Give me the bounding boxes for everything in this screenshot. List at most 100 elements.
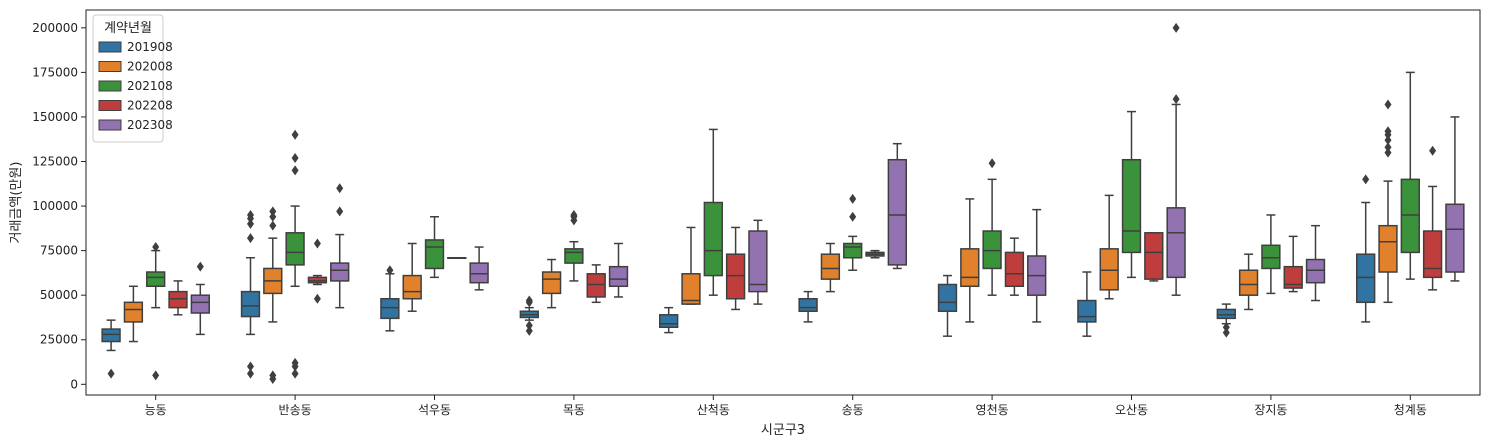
box-201908-영천동 — [937, 274, 958, 337]
box-202208-능동 — [168, 280, 188, 316]
legend: 계약년월 201908 202008 202108 202208 202308 — [92, 14, 173, 143]
legend-label: 202108 — [127, 79, 173, 93]
box-body — [1004, 251, 1025, 288]
box-body — [1283, 265, 1303, 289]
legend-label: 202208 — [127, 99, 173, 113]
box-body — [703, 201, 723, 277]
box-202208-장지동 — [1283, 235, 1303, 293]
x-tick-label: 장지동 — [1254, 403, 1287, 417]
legend-item: 202108 — [98, 79, 173, 93]
box-body — [960, 248, 980, 288]
outlier-point — [849, 211, 857, 222]
box-body — [123, 301, 144, 323]
legend-swatch — [98, 119, 122, 131]
box-body — [330, 262, 350, 282]
outlier-point — [336, 183, 344, 194]
box-202008-영천동 — [960, 198, 980, 323]
outlier-point — [291, 129, 299, 140]
outlier-point — [1384, 135, 1392, 146]
box-202008-목동 — [541, 258, 562, 309]
outlier-point — [107, 368, 115, 379]
box-202108-영천동 — [982, 158, 1002, 296]
x-tick-label: 능동 — [145, 403, 167, 417]
legend-swatch — [98, 80, 122, 92]
y-axis-label: 거래금액(만원) — [9, 162, 24, 244]
box-202008-장지동 — [1238, 253, 1259, 311]
outlier-point — [849, 193, 857, 204]
box-body — [1261, 244, 1281, 270]
outlier-point — [386, 265, 394, 276]
box-202108-송동 — [843, 193, 863, 271]
box-body — [146, 271, 166, 288]
box-body — [1378, 224, 1398, 273]
box-body — [1099, 248, 1119, 291]
legend-swatch — [98, 41, 122, 53]
legend-item: 202008 — [98, 60, 173, 74]
legend-title: 계약년월 — [104, 21, 152, 36]
plot-frame — [85, 9, 1481, 396]
box-body — [1144, 232, 1164, 280]
box-202208-산척동 — [725, 226, 746, 311]
box-202308-영천동 — [1027, 208, 1047, 323]
box-body — [240, 290, 261, 318]
y-tick-layer: 0 25000 50000 75000 100000 125000 150000 175000… — [32, 21, 86, 391]
box-body — [424, 239, 445, 270]
box-body — [586, 273, 606, 298]
box-202008-산척동 — [681, 226, 701, 305]
outlier-point — [246, 218, 254, 229]
outlier-point — [291, 361, 299, 372]
y-tick-label: 75000 — [40, 244, 78, 258]
box-201908-능동 — [101, 319, 121, 379]
y-tick-label: 50000 — [40, 288, 78, 302]
y-tick-label: 100000 — [32, 199, 78, 213]
box-body — [1077, 299, 1097, 323]
legend-label: 202308 — [127, 118, 173, 132]
legend-item: 202308 — [98, 118, 173, 132]
box-body — [1400, 178, 1420, 254]
box-202208-석우동 — [447, 257, 467, 260]
box-202008-석우동 — [402, 242, 422, 312]
outlier-point — [246, 209, 254, 220]
box-202008-송동 — [820, 242, 841, 293]
box-body — [469, 262, 489, 284]
x-tick-label: 반송동 — [279, 403, 312, 417]
x-axis-label: 시군구3 — [761, 423, 805, 438]
box-body — [101, 328, 121, 343]
x-tick-label: 석우동 — [418, 403, 451, 417]
box-201908-목동 — [519, 295, 539, 336]
outlier-point — [1384, 142, 1392, 153]
box-201908-청계동 — [1356, 174, 1376, 323]
box-202108-산척동 — [703, 128, 723, 296]
box-body — [887, 158, 907, 266]
x-tick-label: 청계동 — [1394, 403, 1427, 417]
box-202308-석우동 — [469, 246, 489, 291]
box-body — [307, 276, 328, 284]
box-202008-능동 — [123, 285, 144, 343]
box-body — [1216, 308, 1236, 320]
box-body — [564, 248, 584, 264]
outlier-point — [269, 206, 277, 217]
box-body — [982, 230, 1002, 270]
outlier-point — [196, 261, 204, 272]
boxes-layer — [101, 22, 1465, 384]
box-202308-반송동 — [330, 183, 350, 309]
box-body — [681, 273, 701, 305]
y-tick-label: 25000 — [40, 333, 78, 347]
box-202208-반송동 — [307, 238, 328, 304]
box-body — [798, 298, 818, 312]
outlier-point — [525, 325, 533, 336]
outlier-point — [313, 293, 321, 304]
outlier-point — [1172, 22, 1180, 33]
box-body — [1422, 230, 1443, 279]
box-body — [748, 230, 768, 293]
outlier-point — [1429, 145, 1437, 156]
outlier-point — [313, 238, 321, 249]
outlier-point — [246, 361, 254, 372]
box-body — [1166, 207, 1186, 279]
box-202208-오산동 — [1144, 232, 1164, 282]
box-202308-오산동 — [1166, 22, 1186, 296]
y-tick-label: 0 — [70, 377, 78, 391]
box-202008-반송동 — [263, 206, 283, 384]
outlier-point — [291, 165, 299, 176]
